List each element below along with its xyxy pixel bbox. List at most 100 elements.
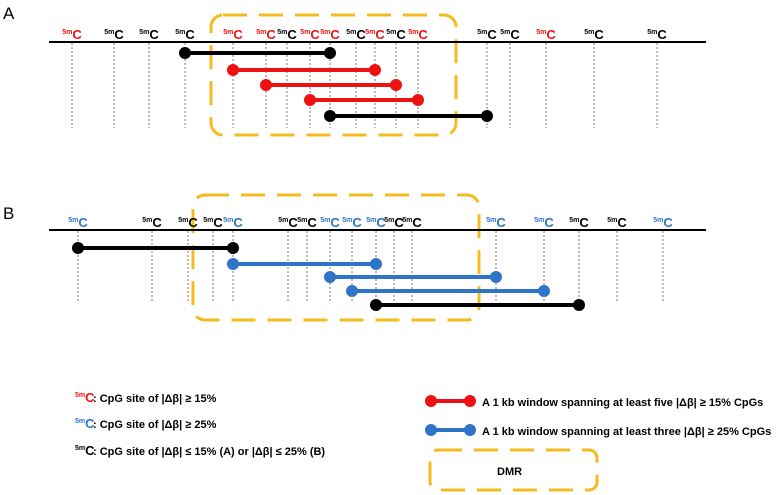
window-start-dot bbox=[260, 79, 272, 91]
panel-a-dmr-box bbox=[209, 13, 458, 137]
cpg-site-label: 5mC bbox=[139, 27, 159, 42]
window-start-dot bbox=[72, 242, 84, 254]
legend-red-window-end bbox=[464, 395, 476, 407]
cpg-site-label: 5mC bbox=[278, 215, 298, 230]
legend-red-c: C bbox=[85, 390, 95, 405]
cpg-site-label: 5mC bbox=[647, 27, 667, 42]
legend-red-window-text: A 1 kb window spanning at least five |Δβ… bbox=[482, 397, 763, 409]
window-segment bbox=[324, 271, 502, 283]
panel-b-label: B bbox=[3, 204, 14, 223]
cpg-site-label: 5mC bbox=[346, 27, 366, 42]
window-start-dot bbox=[346, 285, 358, 297]
legend-blue-window-text: A 1 kb window spanning at least three |Δ… bbox=[482, 426, 771, 438]
window-end-dot bbox=[369, 64, 381, 76]
window-end-dot bbox=[573, 299, 585, 311]
cpg-site-label: 5mC bbox=[342, 215, 362, 230]
cpg-site-label: 5mC bbox=[175, 27, 195, 42]
cpg-site-label: 5mC bbox=[584, 27, 604, 42]
cpg-site-label: 5mC bbox=[386, 27, 406, 42]
window-start-dot bbox=[304, 94, 316, 106]
cpg-site-label: 5mC bbox=[104, 27, 124, 42]
cpg-site-label: 5mC bbox=[223, 27, 243, 42]
cpg-site-label: 5mC bbox=[536, 27, 556, 42]
legend-site-red: 5mC : CpG site of |Δβ| ≥ 15% bbox=[75, 390, 217, 405]
svg-text:5mC: 5mC bbox=[75, 416, 95, 431]
window-segment bbox=[72, 242, 239, 254]
window-end-dot bbox=[227, 242, 239, 254]
legend: 5mC : CpG site of |Δβ| ≥ 15% 5mC : CpG s… bbox=[75, 390, 771, 492]
legend-blue-window-end bbox=[464, 424, 476, 436]
cpg-site-label: 5mC bbox=[534, 215, 554, 230]
cpg-site-label: 5mC bbox=[320, 27, 340, 42]
legend-window-blue: A 1 kb window spanning at least three |Δ… bbox=[425, 424, 771, 438]
legend-black-c: C bbox=[85, 443, 95, 458]
panel-a-label: A bbox=[3, 4, 15, 23]
cpg-site-label: 5mC bbox=[203, 215, 223, 230]
cpg-site-label: 5mC bbox=[256, 27, 276, 42]
legend-red-text: : CpG site of |Δβ| ≥ 15% bbox=[93, 393, 217, 405]
legend-dmr: DMR bbox=[428, 448, 599, 492]
svg-text:5mC: 5mC bbox=[75, 443, 95, 458]
cpg-site-label: 5mC bbox=[607, 215, 627, 230]
window-segment bbox=[227, 64, 381, 76]
window-end-dot bbox=[490, 271, 502, 283]
window-end-dot bbox=[390, 79, 402, 91]
panel-a: A 5mC 5mC 5mC 5mC 5mC 5mC 5mC 5mC 5mC 5mC 5mC 5mC 5m… bbox=[3, 4, 706, 137]
legend-blue-c: C bbox=[85, 416, 95, 431]
legend-blue-window-start bbox=[425, 424, 437, 436]
window-start-dot bbox=[227, 64, 239, 76]
cpg-site-label: 5mC bbox=[320, 215, 340, 230]
legend-dmr-label: DMR bbox=[497, 466, 522, 478]
window-start-dot bbox=[370, 299, 382, 311]
svg-text:5mC: 5mC bbox=[75, 390, 95, 405]
window-end-dot bbox=[324, 47, 336, 59]
window-end-dot bbox=[538, 285, 550, 297]
legend-blue-sup: 5m bbox=[75, 418, 85, 425]
window-start-dot bbox=[324, 271, 336, 283]
legend-red-window-start bbox=[425, 395, 437, 407]
window-segment bbox=[260, 79, 402, 91]
legend-site-black: 5mC : CpG site of |Δβ| ≤ 15% (A) or |Δβ|… bbox=[75, 443, 325, 458]
cpg-site-label: 5mC bbox=[297, 215, 317, 230]
window-segment bbox=[346, 285, 550, 297]
cpg-site-label: 5mC bbox=[68, 215, 88, 230]
cpg-site-label: 5mC bbox=[486, 215, 506, 230]
window-end-dot bbox=[481, 110, 493, 122]
window-segment bbox=[304, 94, 424, 106]
legend-dmr-box bbox=[428, 448, 599, 492]
cpg-site-label: 5mC bbox=[569, 215, 589, 230]
legend-window-red: A 1 kb window spanning at least five |Δβ… bbox=[425, 395, 763, 409]
window-end-dot bbox=[370, 258, 382, 270]
cpg-site-label: 5mC bbox=[223, 215, 243, 230]
window-segment bbox=[227, 258, 382, 270]
legend-red-sup: 5m bbox=[75, 392, 85, 399]
legend-black-text: : CpG site of |Δβ| ≤ 15% (A) or |Δβ| ≤ 2… bbox=[93, 446, 325, 458]
cpg-site-label: 5mC bbox=[384, 215, 404, 230]
cpg-site-label: 5mC bbox=[142, 215, 162, 230]
panel-b-windows bbox=[72, 242, 585, 311]
cpg-site-label: 5mC bbox=[402, 215, 422, 230]
window-start-dot bbox=[227, 258, 239, 270]
cpg-site-label: 5mC bbox=[300, 27, 320, 42]
window-segment bbox=[370, 299, 585, 311]
panel-a-cpg-sites: 5mC 5mC 5mC 5mC 5mC 5mC 5mC 5mC 5mC 5mC 5mC 5mC 5mC 5… bbox=[62, 27, 667, 42]
panel-b-dmr-box bbox=[191, 193, 481, 322]
cpg-site-label: 5mC bbox=[277, 27, 297, 42]
cpg-site-label: 5mC bbox=[366, 215, 386, 230]
window-start-dot bbox=[179, 47, 191, 59]
window-segment bbox=[179, 47, 336, 59]
cpg-site-label: 5mC bbox=[62, 27, 82, 42]
cpg-site-label: 5mC bbox=[500, 27, 520, 42]
cpg-site-label: 5mC bbox=[653, 215, 673, 230]
legend-black-sup: 5m bbox=[75, 445, 85, 452]
window-end-dot bbox=[412, 94, 424, 106]
legend-site-blue: 5mC : CpG site of |Δβ| ≥ 25% bbox=[75, 416, 217, 431]
cpg-site-label: 5mC bbox=[178, 215, 198, 230]
cpg-site-label: 5mC bbox=[408, 27, 428, 42]
window-start-dot bbox=[324, 110, 336, 122]
legend-blue-text: : CpG site of |Δβ| ≥ 25% bbox=[93, 419, 217, 431]
cpg-site-label: 5mC bbox=[365, 27, 385, 42]
